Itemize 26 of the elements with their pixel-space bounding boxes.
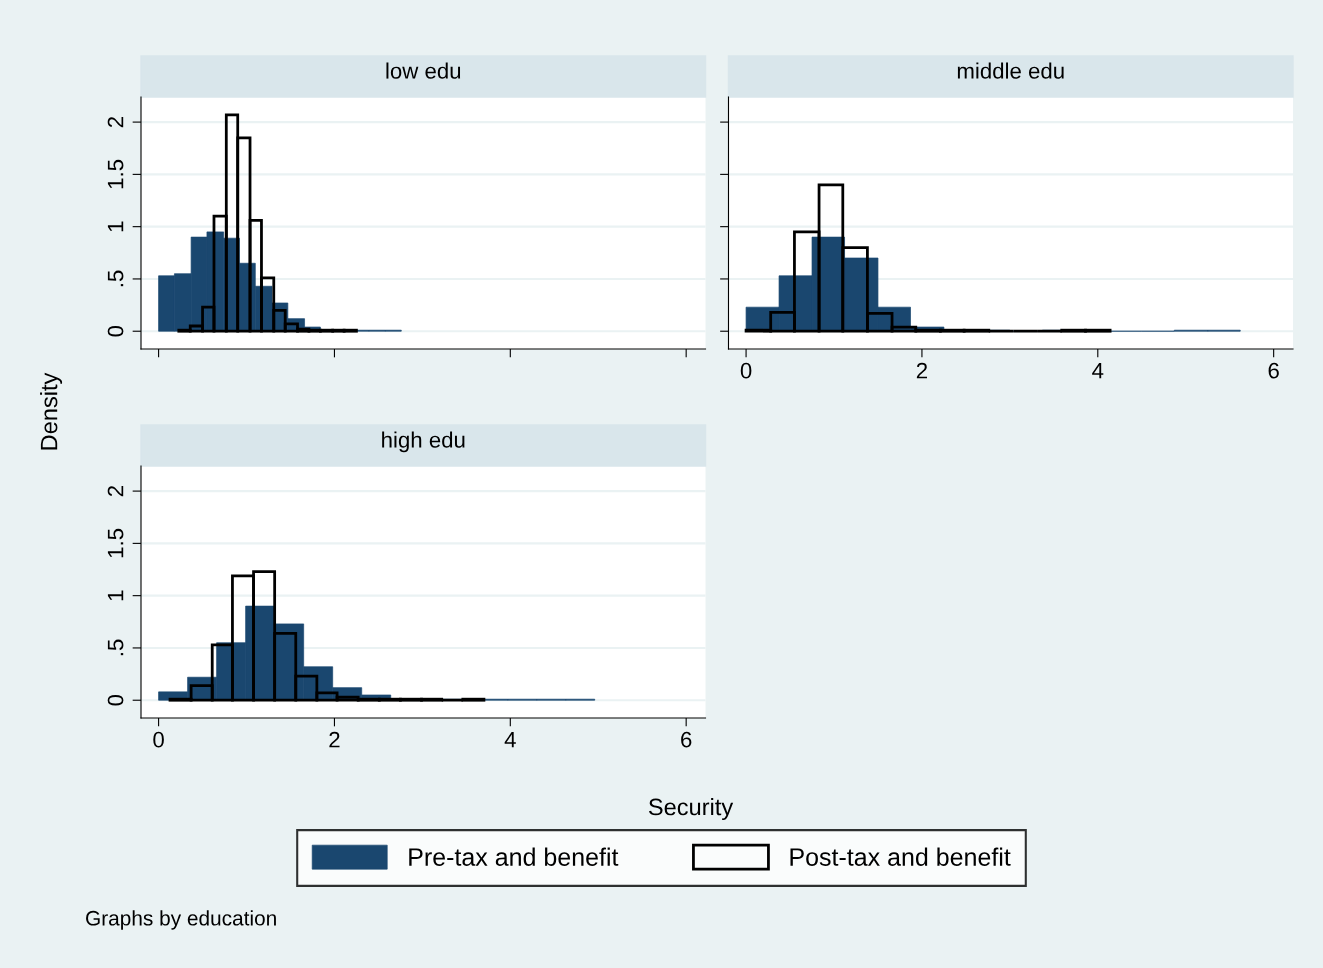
y-tick-label: 0	[107, 694, 124, 706]
x-tick-label: 6	[681, 731, 692, 748]
y-tick-label: .5	[107, 639, 124, 656]
y-tick-label: 1	[107, 590, 124, 601]
y-tick-label: .5	[107, 270, 124, 287]
y-tick-label: 1	[107, 221, 124, 232]
x-tick-label: 2	[916, 362, 927, 379]
y-tick-label: 2	[107, 117, 124, 128]
chart-title: high edu	[382, 431, 465, 453]
y-tick-label: 1.5	[107, 528, 124, 558]
x-tick-label: 4	[504, 732, 516, 748]
x-tick-label: 0	[153, 731, 164, 748]
y-tick-label: 0	[107, 325, 124, 337]
chart-title: middle edu	[957, 62, 1064, 79]
text: Graphs by education	[86, 910, 276, 930]
x-axis-title: Security	[648, 798, 734, 821]
legend-label: Post-tax and benefit	[790, 847, 1011, 866]
x-tick-label: 6	[1268, 362, 1279, 379]
y-tick-label: 2	[107, 486, 124, 497]
x-tick-label: 0	[740, 362, 752, 379]
y-axis-title: Density	[40, 372, 63, 450]
y-tick-label: 1.5	[107, 159, 124, 189]
legend-label: Pre-tax and benefit	[409, 847, 619, 866]
x-tick-label: 2	[329, 731, 340, 748]
chart-title: low edu	[386, 62, 461, 79]
x-tick-label: 4	[1092, 363, 1104, 379]
